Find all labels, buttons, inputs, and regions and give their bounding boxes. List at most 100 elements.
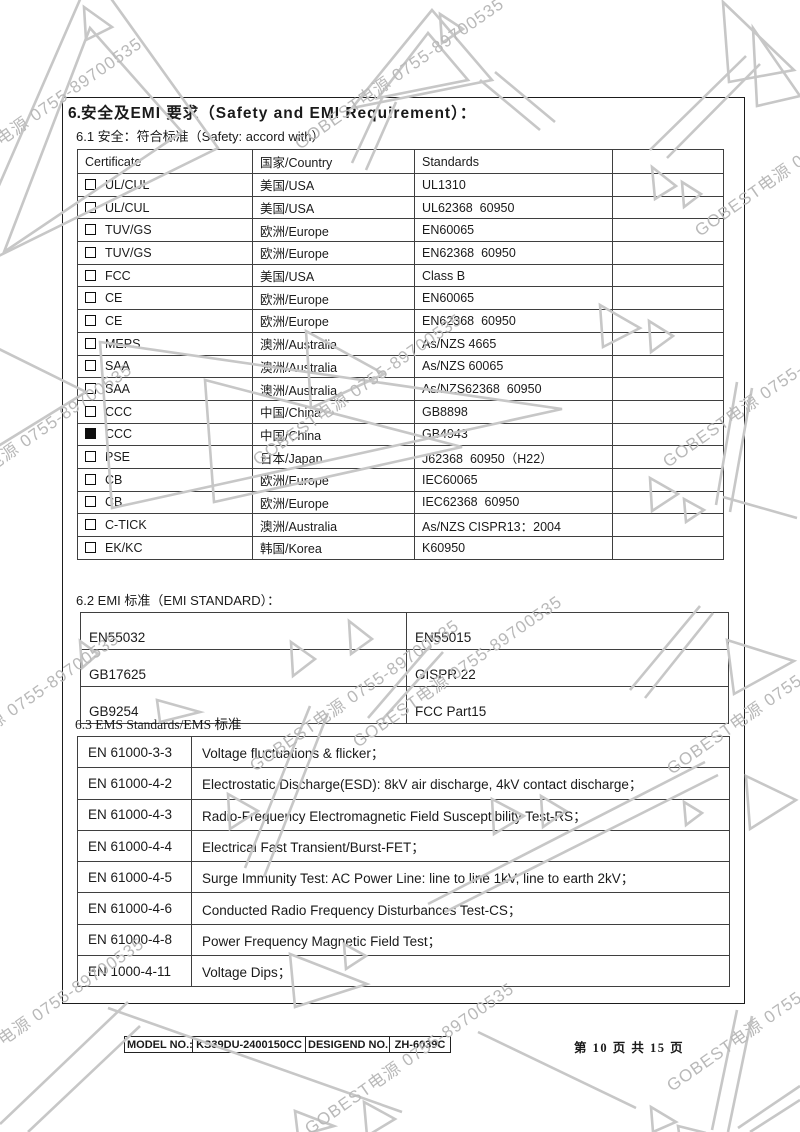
standard-cell: UL1310 [414, 173, 613, 197]
checkbox[interactable] [85, 541, 96, 553]
checkbox[interactable] [85, 269, 96, 281]
country-cell: 中国/China [252, 422, 415, 447]
empty-cell [612, 218, 724, 243]
certificate-label: FCC [105, 268, 131, 283]
standard-cell: EN60065 [414, 286, 613, 311]
ems-desc-cell: Voltage Dips； [191, 955, 730, 988]
section-6-3-heading: 6.3 EMS Standards/EMS 标准 [75, 717, 242, 732]
table-row: SAA 澳洲/Australia As/NZS62368 60950 [77, 377, 724, 401]
table-row: EN 61000-4-2 Electrostatic Discharge(ESD)… [77, 767, 730, 800]
ems-standards-table: EN 61000-3-3 Voltage fluctuations & flick… [77, 735, 730, 988]
country-cell: 欧洲/Europe [252, 309, 415, 333]
checkbox[interactable] [85, 201, 96, 213]
certificate-label: MEPS [105, 336, 141, 351]
emi-cell: EN55032 [80, 612, 407, 650]
table-row: CB 欧洲/Europe IEC62368 60950 [77, 490, 724, 515]
table-row: PSE 日本/Japan J62368 60950（H22） [77, 445, 724, 469]
table-row: EN 61000-3-3 Voltage fluctuations & flick… [77, 735, 730, 769]
table-row: EN 61000-4-6 Conducted Radio Frequency Di… [77, 892, 730, 925]
table-row: EN 1000-4-11 Voltage Dips； [77, 955, 730, 988]
empty-cell [612, 195, 724, 220]
empty-cell [612, 354, 724, 379]
section-6-2-heading: 6.2 EMI 标准（EMI STANDARD）： [76, 593, 281, 608]
checkbox[interactable] [85, 224, 96, 236]
standard-cell: EN60065 [414, 218, 613, 243]
table-row: TUV/GS 欧洲/Europe EN60065 [77, 218, 724, 243]
checkbox[interactable] [85, 360, 96, 372]
emi-cell: EN55015 [406, 612, 729, 650]
page-indicator: 第 10 页 共 15 页 [574, 1041, 685, 1055]
checkbox[interactable] [85, 246, 96, 258]
standard-cell: UL62368 60950 [414, 195, 613, 220]
country-cell: 欧洲/Europe [252, 241, 415, 265]
certificate-label: UL/CUL [105, 177, 150, 192]
country-cell: 美国/USA [252, 263, 415, 288]
col-standards: Standards [414, 149, 613, 174]
standard-cell: GB8898 [414, 399, 613, 424]
checkbox[interactable] [85, 178, 96, 190]
table-row: EN 61000-4-8 Power Frequency Magnetic Fie… [77, 923, 730, 957]
country-cell: 澳洲/Australia [252, 331, 415, 356]
empty-cell [612, 173, 724, 197]
safety-standards-table: Certificate 国家/Country Standards UL/CUL 美… [77, 149, 724, 560]
ems-code-cell: EN 61000-4-3 [77, 798, 192, 831]
country-cell: 欧洲/Europe [252, 490, 415, 515]
ems-code-cell: EN 61000-4-4 [77, 829, 192, 863]
checkbox[interactable] [85, 314, 96, 326]
checkbox[interactable] [85, 383, 96, 395]
table-row: MODEL NO.: KS39DU-2400150CC DESIGEND NO.… [124, 1036, 451, 1053]
emi-cell: GB9254 [80, 686, 407, 724]
table-row: UL/CUL 美国/USA UL1310 [77, 173, 724, 197]
checkbox[interactable] [85, 337, 96, 349]
certificate-label: C-TICK [105, 518, 147, 533]
certificate-label: UL/CUL [105, 200, 150, 215]
table-row: FCC 美国/USA Class B [77, 263, 724, 288]
empty-cell [612, 309, 724, 333]
ems-code-cell: EN 61000-3-3 [77, 735, 192, 769]
standard-cell: J62368 60950（H22） [414, 445, 613, 469]
table-row: SAA 澳洲/Australia As/NZS 60065 [77, 354, 724, 379]
col-country: 国家/Country [252, 149, 415, 174]
ems-code-cell: EN 61000-4-2 [77, 767, 192, 800]
standard-cell: As/NZS CISPR13：2004 [414, 513, 613, 537]
header-row: Certificate 国家/Country Standards [77, 149, 724, 174]
ems-desc-cell: Voltage fluctuations & flicker； [191, 735, 730, 769]
checkbox[interactable] [85, 451, 96, 463]
ems-desc-cell: Surge Immunity Test: AC Power Line: line… [191, 861, 730, 894]
certificate-label: EK/KC [105, 540, 143, 555]
certificate-label: CE [105, 313, 123, 328]
standard-cell: As/NZS 4665 [414, 331, 613, 356]
country-cell: 澳洲/Australia [252, 377, 415, 401]
country-cell: 美国/USA [252, 173, 415, 197]
ems-desc-cell: Radio-Frequency Electromagnetic Field Su… [191, 798, 730, 831]
certificate-label: CCC [105, 427, 133, 442]
empty-cell [612, 513, 724, 537]
model-value: KS39DU-2400150CC [192, 1036, 306, 1053]
empty-cell [612, 263, 724, 288]
emi-cell: GISPR 22 [406, 649, 729, 687]
table-row: UL/CUL 美国/USA UL62368 60950 [77, 195, 724, 220]
checkbox[interactable] [85, 519, 96, 531]
standard-cell: EN62368 60950 [414, 241, 613, 265]
table-row: EN55032 EN55015 [80, 612, 729, 650]
checkbox[interactable] [85, 405, 96, 417]
checkbox[interactable] [85, 428, 96, 440]
emi-cell: FCC Part15 [406, 686, 729, 724]
certificate-label: TUV/GS [105, 245, 152, 260]
empty-cell [612, 536, 724, 560]
country-cell: 欧洲/Europe [252, 286, 415, 311]
checkbox[interactable] [85, 292, 96, 304]
certificate-label: SAA [105, 359, 131, 374]
col-empty [612, 149, 724, 174]
model-label: MODEL NO.: [124, 1036, 193, 1053]
country-cell: 澳洲/Australia [252, 354, 415, 379]
country-cell: 欧洲/Europe [252, 218, 415, 243]
section-title-text: 安全及EMI 要求（Safety and EMI Requirement）： [80, 105, 477, 122]
section-6-1-heading: 6.1 安全：符合标准（Safety: accord with） [76, 129, 325, 144]
table-row: EN 61000-4-5 Surge Immunity Test: AC Powe… [77, 861, 730, 894]
checkbox[interactable] [85, 473, 96, 485]
table-row: C-TICK 澳洲/Australia As/NZS CISPR13：2004 [77, 513, 724, 537]
checkbox[interactable] [85, 496, 96, 508]
table-row: EN 61000-4-3 Radio-Frequency Electromagne… [77, 798, 730, 831]
standard-cell: As/NZS 60065 [414, 354, 613, 379]
